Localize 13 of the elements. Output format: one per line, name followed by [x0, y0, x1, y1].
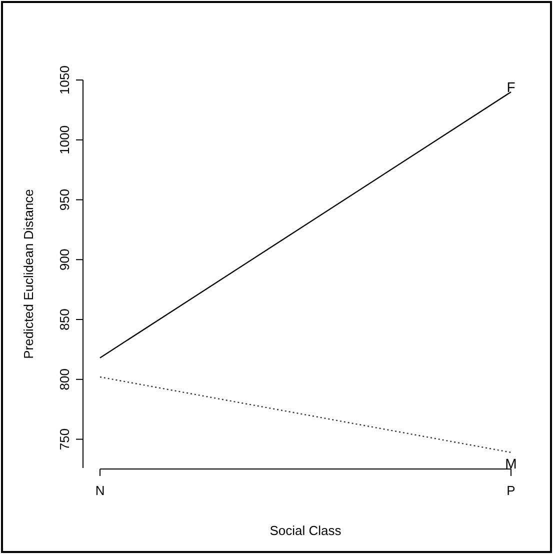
annotation: M — [505, 455, 517, 472]
y-tick-label: 850 — [57, 308, 72, 330]
x-tick-label: P — [506, 483, 516, 498]
y-tick-label: 900 — [57, 248, 72, 270]
y-tick-label: 1000 — [57, 125, 72, 154]
y-tick-label: 950 — [57, 188, 72, 211]
y-tick-label: 750 — [57, 428, 72, 450]
x-tick-label: N — [95, 483, 105, 498]
annotation: F — [506, 78, 516, 95]
y-axis-title: Predicted Euclidean Distance — [21, 189, 36, 359]
x-axis-title: Social Class — [270, 523, 342, 538]
y-tick-label: 800 — [57, 368, 72, 390]
y-tick-label: 1050 — [57, 66, 72, 94]
